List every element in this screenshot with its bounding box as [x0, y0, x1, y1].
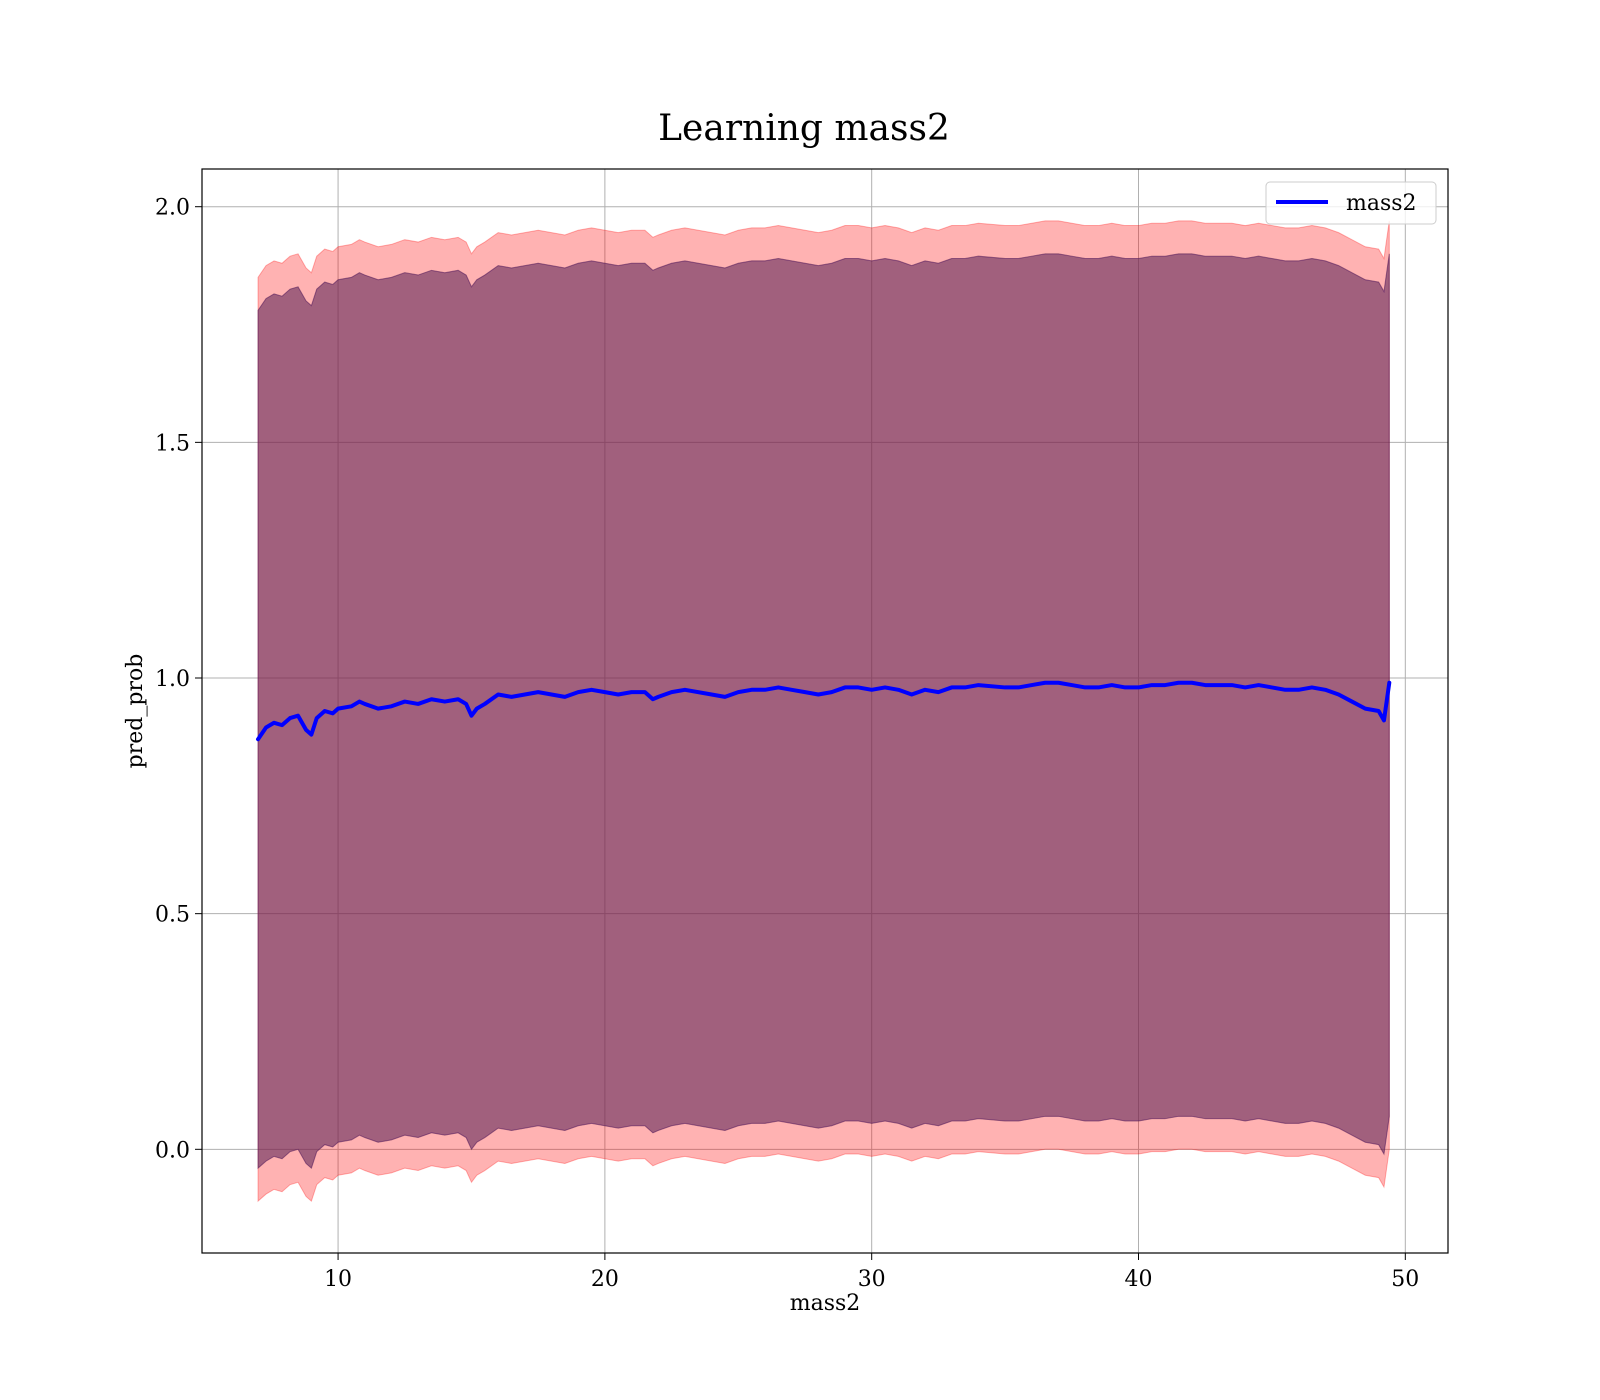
x-tick-label: 20 [591, 1267, 619, 1292]
legend-label-mass2: mass2 [1346, 191, 1417, 216]
y-tick-label: 1.5 [155, 431, 190, 456]
x-axis-ticks: 10 20 30 40 50 [324, 1253, 1419, 1292]
legend: mass2 [1265, 181, 1437, 225]
grid-lines [202, 169, 1448, 1253]
plot-area [201, 168, 1449, 1254]
plot-frame [201, 168, 1449, 1254]
y-tick-label: 0.0 [155, 1138, 190, 1163]
y-tick-label: 0.5 [155, 903, 190, 928]
x-tick-label: 10 [324, 1267, 352, 1292]
series-line-mass2 [256, 680, 1392, 742]
confidence-band-1 [257, 253, 1390, 1170]
y-tick-label: 2.0 [155, 196, 190, 221]
x-axis-label: mass2 [790, 1291, 861, 1316]
y-axis-label: pred_prob [123, 654, 148, 769]
chart-title: Learning mass2 [658, 108, 950, 149]
legend-box [1265, 181, 1437, 225]
series-lines [256, 680, 1392, 742]
confidence-bands [257, 220, 1390, 1203]
y-tick-label: 1.0 [155, 667, 190, 692]
confidence-band-3 [257, 253, 1390, 1170]
confidence-band-2 [257, 253, 1390, 1170]
x-tick-label: 30 [858, 1267, 886, 1292]
y-axis-ticks: 0.0 0.5 1.0 1.5 2.0 [155, 196, 202, 1163]
x-tick-label: 40 [1125, 1267, 1153, 1292]
confidence-band-0 [257, 220, 1390, 1203]
x-tick-label: 50 [1391, 1267, 1419, 1292]
